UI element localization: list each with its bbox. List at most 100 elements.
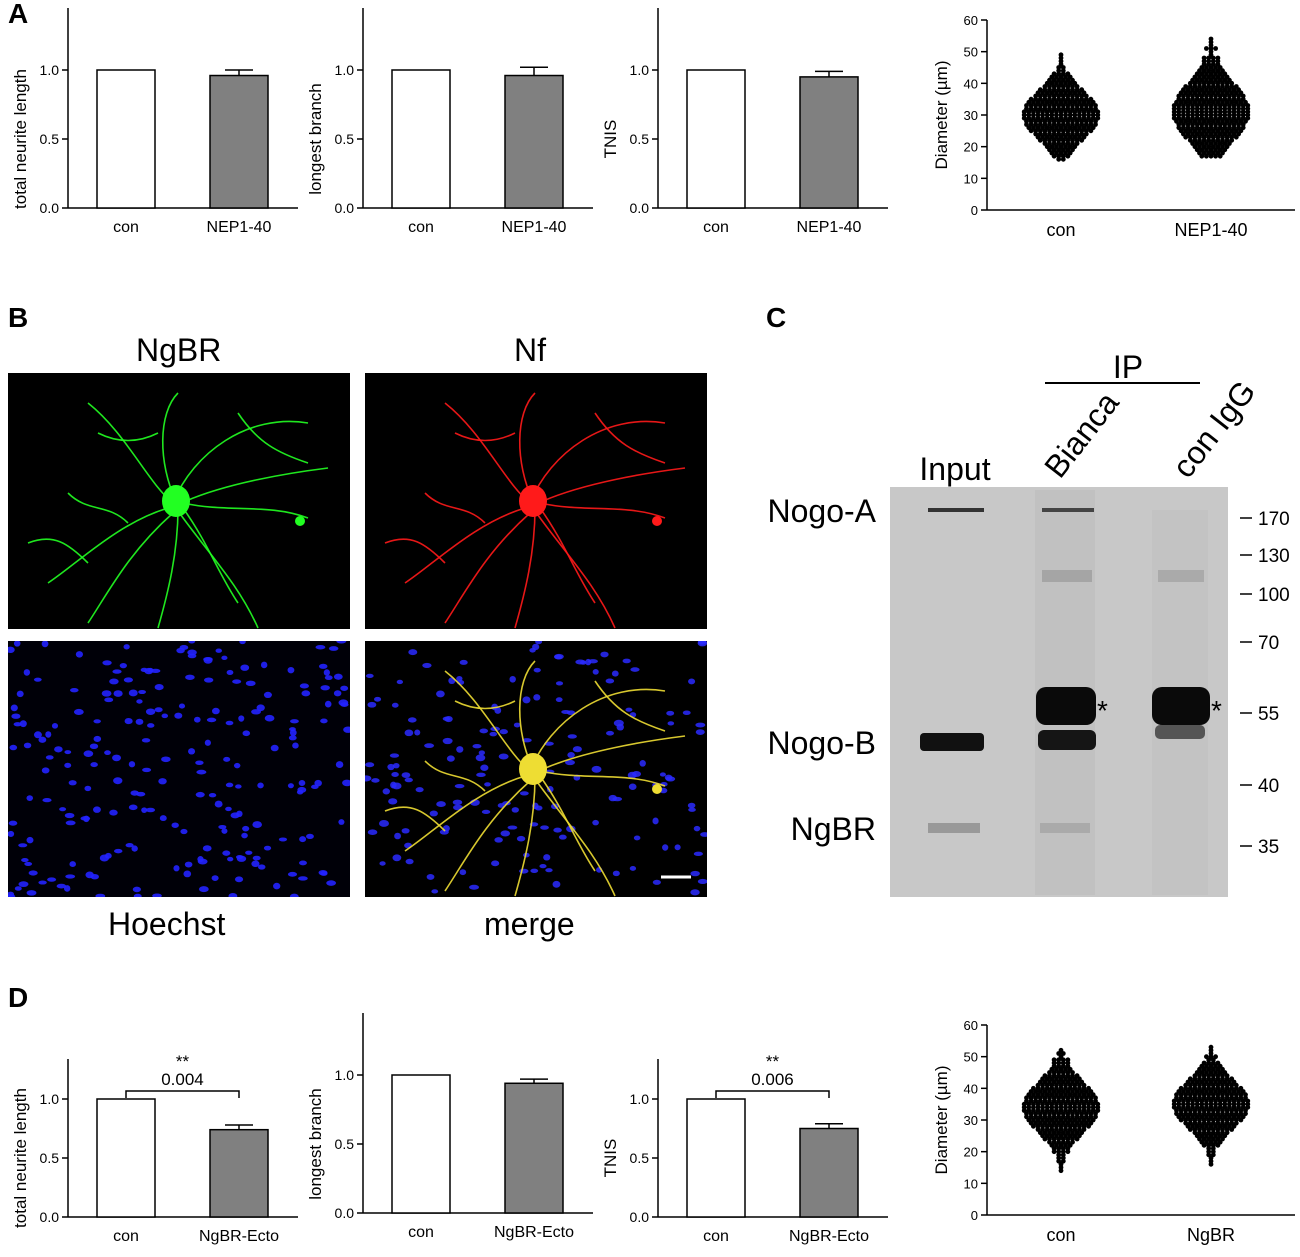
neurite: [534, 778, 616, 897]
nucleus: [240, 664, 250, 671]
nucleus: [90, 762, 98, 768]
chart-a-tnis: TNIS 0.0 0.5 1.0 con NEP1-40: [601, 8, 888, 236]
data-point: [1238, 1085, 1244, 1091]
nucleus: [695, 722, 706, 728]
nucleus: [145, 807, 156, 813]
data-point: [1215, 1060, 1221, 1066]
p-value-label: 0.004: [161, 1070, 204, 1089]
band-input-ngbr: [928, 823, 980, 833]
nucleus: [8, 646, 15, 654]
marker-label: 70: [1258, 633, 1279, 654]
nucleus: [575, 659, 586, 665]
nucleus: [19, 720, 27, 728]
neurite: [87, 512, 174, 624]
band-bianca-ngbr: [1040, 823, 1090, 833]
nucleus: [592, 669, 599, 675]
data-point: [1183, 84, 1189, 89]
nucleus: [572, 746, 582, 753]
data-point: [1086, 1085, 1091, 1091]
nucleus: [235, 784, 242, 789]
significance-bracket: [125, 1090, 240, 1098]
data-point: [1074, 1073, 1080, 1079]
nucleus: [371, 778, 380, 783]
label-nf: Nf: [514, 332, 546, 368]
x-tick-label: NEP1-40: [502, 219, 567, 236]
neurite: [539, 770, 666, 787]
nucleus: [489, 731, 498, 737]
band-igg-heavy: [1152, 687, 1210, 725]
nucleus: [287, 871, 298, 877]
nucleus: [404, 729, 414, 737]
nucleus: [16, 690, 24, 698]
nucleus: [113, 777, 123, 785]
nucleus: [682, 710, 691, 716]
data-point: [1233, 84, 1239, 89]
nucleus: [625, 707, 633, 712]
neurite: [444, 780, 531, 892]
nucleus: [519, 791, 529, 796]
data-point: [1215, 55, 1221, 61]
nucleus: [632, 770, 642, 777]
nucleus: [324, 675, 333, 681]
bar-con: [391, 1074, 451, 1214]
bar-con: [96, 69, 156, 209]
nucleus: [123, 677, 133, 683]
nucleus: [9, 744, 18, 751]
significance-stars: **: [176, 1052, 190, 1071]
y-tick-label: 1.0: [40, 62, 60, 78]
nucleus: [367, 829, 378, 835]
nucleus: [436, 801, 446, 808]
nucleus: [211, 875, 219, 882]
nucleus: [552, 880, 561, 888]
y-axis-label: longest branch: [306, 1088, 325, 1200]
x-tick-label: con: [113, 1228, 139, 1245]
neurite: [424, 760, 486, 792]
ip-label: IP: [1113, 349, 1143, 385]
nucleus: [131, 845, 138, 852]
neurite: [594, 412, 666, 464]
panel-letter-a: A: [8, 0, 29, 29]
nucleus: [667, 721, 675, 726]
y-tick-label: 60: [964, 1018, 978, 1033]
nucleus: [338, 819, 345, 825]
y-tick-label: 0.5: [630, 1150, 650, 1166]
nucleus: [306, 833, 314, 839]
marker-label: 35: [1258, 837, 1279, 858]
x-tick-label: con: [1046, 220, 1075, 240]
data-point: [1201, 55, 1207, 61]
neurite: [27, 538, 89, 564]
nucleus: [119, 662, 127, 669]
nucleus: [391, 702, 399, 708]
micrograph-background: [8, 641, 350, 897]
nucleus: [203, 657, 213, 662]
nucleus: [179, 644, 189, 650]
nucleus: [390, 781, 397, 789]
nucleus: [13, 641, 21, 647]
nucleus: [83, 750, 94, 757]
nucleus: [101, 690, 112, 697]
nucleus: [611, 670, 619, 677]
nucleus: [326, 880, 337, 886]
nucleus: [396, 679, 404, 685]
nucleus: [561, 709, 571, 714]
nucleus: [10, 704, 18, 712]
significance-bracket: [715, 1090, 830, 1098]
neurite: [542, 467, 686, 502]
lane-label-bianca: Bianca: [1037, 385, 1126, 484]
nucleus: [687, 802, 696, 809]
nucleus: [38, 880, 47, 885]
neurite: [529, 688, 666, 772]
nucleus: [533, 667, 541, 673]
nucleus: [184, 861, 193, 868]
micrograph-merge: [365, 641, 707, 897]
nucleus: [630, 667, 640, 672]
y-tick-label: 1.0: [630, 1091, 650, 1107]
nucleus: [198, 886, 209, 893]
x-tick-label: NEP1-40: [207, 219, 272, 236]
nucleus: [273, 882, 281, 890]
data-point: [1051, 1057, 1057, 1063]
bar-treatment: [209, 74, 269, 209]
nucleus: [408, 649, 418, 656]
nucleus: [545, 868, 553, 873]
nucleus: [513, 722, 521, 728]
